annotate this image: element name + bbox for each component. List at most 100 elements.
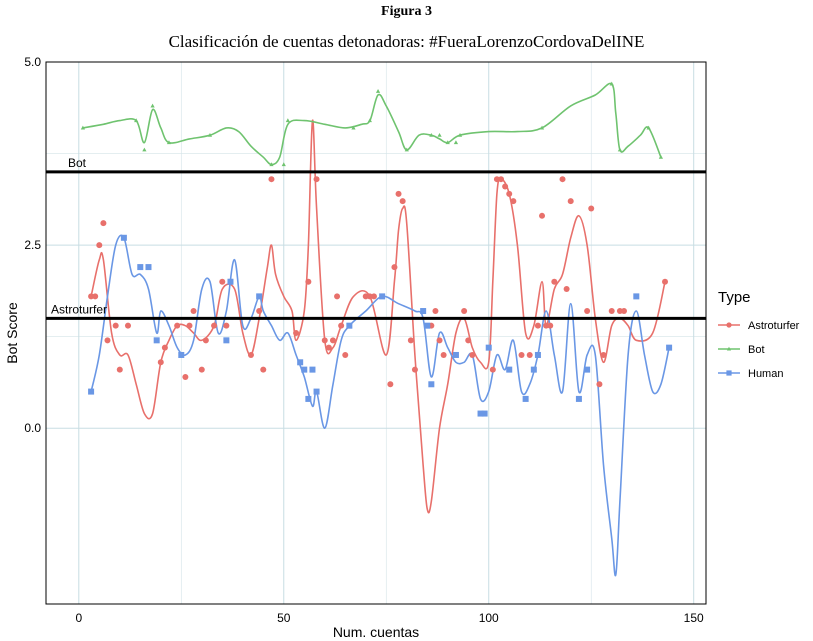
- ref-layer: Bot Astroturfer: [46, 156, 706, 320]
- data-point-bot: [457, 132, 463, 137]
- legend-label-bot: Bot: [748, 344, 765, 356]
- data-point-astroturfer: [313, 176, 320, 183]
- legend-key-marker-human: [726, 370, 732, 376]
- trend-line-human: [90, 234, 670, 577]
- data-point-astroturfer: [559, 176, 566, 183]
- data-point-human: [178, 351, 185, 358]
- ref-label-astroturfer: Astroturfer: [51, 302, 107, 316]
- data-point-bot: [367, 118, 372, 123]
- data-point-bot: [375, 88, 381, 93]
- data-point-astroturfer: [370, 293, 377, 300]
- data-point-astroturfer: [116, 366, 123, 373]
- data-point-human: [452, 351, 459, 358]
- data-point-astroturfer: [182, 373, 189, 380]
- data-point-astroturfer: [157, 359, 164, 366]
- data-point-astroturfer: [124, 322, 131, 329]
- data-point-human: [428, 381, 435, 388]
- trend-line-astroturfer: [90, 119, 666, 514]
- data-point-human: [485, 344, 492, 351]
- y-tick-label: 0.0: [24, 421, 41, 435]
- data-point-astroturfer: [342, 351, 349, 358]
- data-point-bot: [539, 125, 545, 130]
- data-point-astroturfer: [465, 337, 472, 344]
- data-point-bot: [429, 132, 434, 137]
- data-point-astroturfer: [588, 205, 595, 212]
- data-point-astroturfer: [247, 351, 254, 358]
- data-point-astroturfer: [551, 278, 558, 285]
- data-point-bot: [285, 118, 290, 123]
- legend-key-marker-bot: [726, 346, 732, 351]
- data-point-astroturfer: [325, 344, 332, 351]
- data-point-astroturfer: [92, 293, 99, 300]
- plot-border: [45, 61, 707, 605]
- data-point-astroturfer: [543, 322, 550, 329]
- data-point-astroturfer: [190, 308, 197, 315]
- data-point-astroturfer: [174, 322, 181, 329]
- data-point-human: [534, 351, 541, 358]
- data-point-bot: [207, 132, 213, 137]
- data-point-bot: [269, 162, 274, 167]
- data-point-astroturfer: [366, 293, 373, 300]
- data-point-astroturfer: [563, 286, 570, 293]
- data-point-human: [530, 366, 537, 373]
- data-point-human: [313, 388, 320, 395]
- data-point-astroturfer: [362, 293, 369, 300]
- data-point-astroturfer: [567, 198, 574, 205]
- data-point-human: [305, 395, 312, 402]
- trend-line-bot: [82, 82, 662, 166]
- data-point-human: [506, 366, 513, 373]
- data-point-astroturfer: [461, 308, 468, 315]
- data-point-human: [346, 322, 353, 329]
- data-point-astroturfer: [112, 322, 119, 329]
- data-point-human: [481, 410, 488, 417]
- legend-layer: Type Astroturfer Bot Human: [718, 289, 800, 380]
- data-point-astroturfer: [334, 293, 341, 300]
- data-point-astroturfer: [534, 322, 541, 329]
- data-point-human: [223, 337, 230, 344]
- data-point-astroturfer: [104, 337, 111, 344]
- data-point-astroturfer: [432, 308, 439, 315]
- data-point-astroturfer: [662, 278, 669, 285]
- data-point-bot: [445, 140, 450, 145]
- legend-title: Type: [718, 289, 751, 306]
- data-point-bot: [646, 125, 651, 130]
- data-point-bot: [609, 81, 614, 86]
- data-point-astroturfer: [387, 381, 394, 388]
- data-point-human: [120, 234, 127, 241]
- data-point-astroturfer: [608, 308, 615, 315]
- data-point-astroturfer: [321, 337, 328, 344]
- data-point-human: [137, 264, 144, 271]
- data-point-human: [88, 388, 95, 395]
- data-point-astroturfer: [596, 381, 603, 388]
- data-point-human: [227, 278, 234, 285]
- x-tick-label: 50: [277, 611, 291, 625]
- data-point-astroturfer: [100, 220, 107, 227]
- data-point-bot: [404, 147, 409, 152]
- trend-layer: [82, 82, 670, 577]
- data-point-astroturfer: [88, 293, 95, 300]
- data-point-bot: [281, 162, 286, 167]
- data-point-human: [145, 264, 152, 271]
- data-point-bot: [437, 132, 442, 137]
- data-point-human: [575, 395, 582, 402]
- data-point-astroturfer: [518, 351, 525, 358]
- data-point-astroturfer: [547, 322, 554, 329]
- data-point-astroturfer: [506, 190, 513, 197]
- data-point-astroturfer: [440, 351, 447, 358]
- figure-label: Figura 3: [381, 4, 432, 19]
- data-point-astroturfer: [498, 176, 505, 183]
- data-point-astroturfer: [539, 212, 546, 219]
- data-point-astroturfer: [616, 308, 623, 315]
- data-point-astroturfer: [223, 322, 230, 329]
- data-point-astroturfer: [584, 308, 591, 315]
- data-point-bot: [166, 140, 172, 145]
- data-point-human: [584, 366, 591, 373]
- axis-layer: 0 50 100 150 0.0 2.5 5.0 Num. cuentas Bot Score: [4, 55, 707, 640]
- data-point-astroturfer: [305, 278, 312, 285]
- grid-layer: [46, 61, 706, 604]
- data-point-astroturfer: [198, 366, 205, 373]
- data-point-astroturfer: [260, 366, 267, 373]
- data-point-bot: [453, 140, 459, 145]
- data-point-human: [301, 366, 308, 373]
